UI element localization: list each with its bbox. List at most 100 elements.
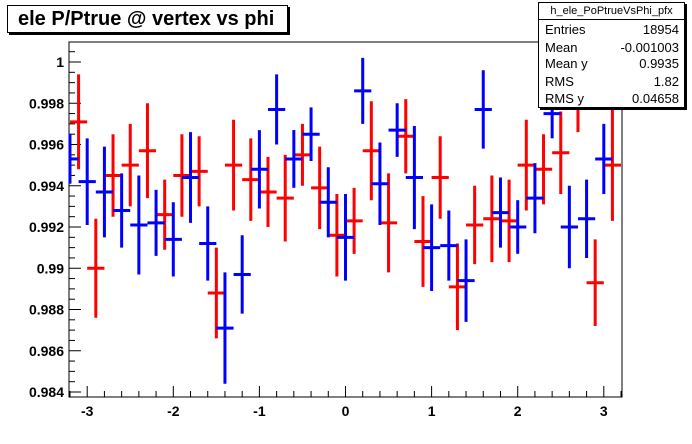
data-point [259,156,277,227]
y-tick-label: 0.988 [29,302,64,318]
data-series [68,57,622,384]
stats-histogram-name: h_ele_PoPtrueVsPhi_pfx [539,3,684,20]
data-point [190,136,208,207]
data-point [431,136,449,219]
data-point [216,272,234,384]
data-point [199,206,217,281]
x-tick-label: 1 [428,403,436,419]
data-point [586,239,604,326]
x-tick-label: -3 [81,403,94,419]
data-point [336,194,355,281]
data-point [440,210,458,281]
data-point [268,74,286,145]
data-point [121,123,139,207]
stat-label: Mean [545,40,578,55]
data-point [457,239,475,322]
data-point [405,125,423,230]
y-tick-label: 0.998 [29,95,64,111]
stat-value: 1.82 [653,74,679,89]
x-tick-label: 2 [514,403,522,419]
data-point [483,175,501,263]
data-point [164,202,182,277]
data-point [95,146,114,238]
data-point [130,175,148,275]
y-tick-label: 0.986 [29,343,64,359]
data-point [233,235,251,314]
data-point [138,103,157,199]
x-tick-label: 3 [600,403,608,419]
data-point [560,185,578,269]
chart-title: ele P/Ptrue @ vertex vs phi [18,8,275,30]
stat-row-mean: Mean -0.001003 [545,39,679,57]
x-tick-label: -2 [167,403,180,419]
data-point [577,179,596,258]
data-point [224,119,243,211]
x-axis: -3 -2 -1 0 1 2 3 [69,386,622,419]
data-point [311,146,329,230]
data-point [397,99,415,174]
stat-row-rms: RMS 1.82 [545,73,679,91]
data-point [181,132,200,223]
stat-label: RMS y [545,91,584,106]
data-point [207,247,225,339]
data-point [534,134,553,205]
data-point [354,57,372,124]
data-point [319,167,337,238]
data-point [104,134,122,217]
data-point [414,196,432,287]
data-point [242,138,260,221]
data-point [362,101,380,201]
chart-title-box: ele P/Ptrue @ vertex vs phi [7,5,288,33]
data-point [302,107,320,161]
data-point [113,173,131,248]
stat-value: 18954 [642,22,679,37]
data-point [466,185,484,265]
y-tick-label: 0.992 [29,219,64,235]
data-point [526,163,544,234]
stat-row-entries: Entries 18954 [545,21,679,39]
stat-value: 0.9935 [639,56,679,71]
data-point [328,194,346,277]
y-axis: 0.984 0.986 0.988 0.99 0.992 0.994 0.996 0.998 1 [29,51,81,400]
data-point [147,189,165,256]
y-tick-label: 0.996 [29,137,64,153]
data-point [87,218,105,318]
stat-row-mean-y: Mean y 0.9935 [545,55,679,73]
stat-value: -0.001003 [620,40,679,55]
data-point [78,138,96,225]
stats-box: h_ele_PoPtrueVsPhi_pfx Entries 18954 Mea… [538,2,685,108]
data-point [285,130,303,188]
data-point [603,109,622,221]
stat-label: Mean y [545,56,588,71]
stat-label: RMS [545,74,574,89]
data-point [250,130,269,209]
data-point [68,134,79,184]
y-tick-label: 1 [56,54,64,70]
y-tick-label: 0.994 [29,178,64,194]
data-point [371,142,389,225]
data-point [500,179,518,263]
data-point [388,103,406,157]
y-tick-label: 0.99 [37,260,64,276]
data-point [517,119,535,211]
stat-label: Entries [545,22,586,37]
x-tick-label: 0 [342,403,350,419]
data-point [448,243,467,331]
data-point [491,177,510,248]
data-point [552,111,570,194]
data-point [474,70,492,149]
data-point [345,187,363,254]
data-point [509,200,527,254]
y-tick-label: 0.984 [29,384,64,400]
data-point [69,74,88,170]
x-tick-label: -1 [253,403,266,419]
data-point [379,173,398,273]
stat-value: 0.04658 [632,91,679,106]
data-point [595,123,613,194]
data-point [422,204,441,291]
data-point [173,134,191,217]
data-point [276,154,294,242]
series-2 [68,57,613,384]
stat-row-rms-y: RMS y 0.04658 [545,90,679,108]
